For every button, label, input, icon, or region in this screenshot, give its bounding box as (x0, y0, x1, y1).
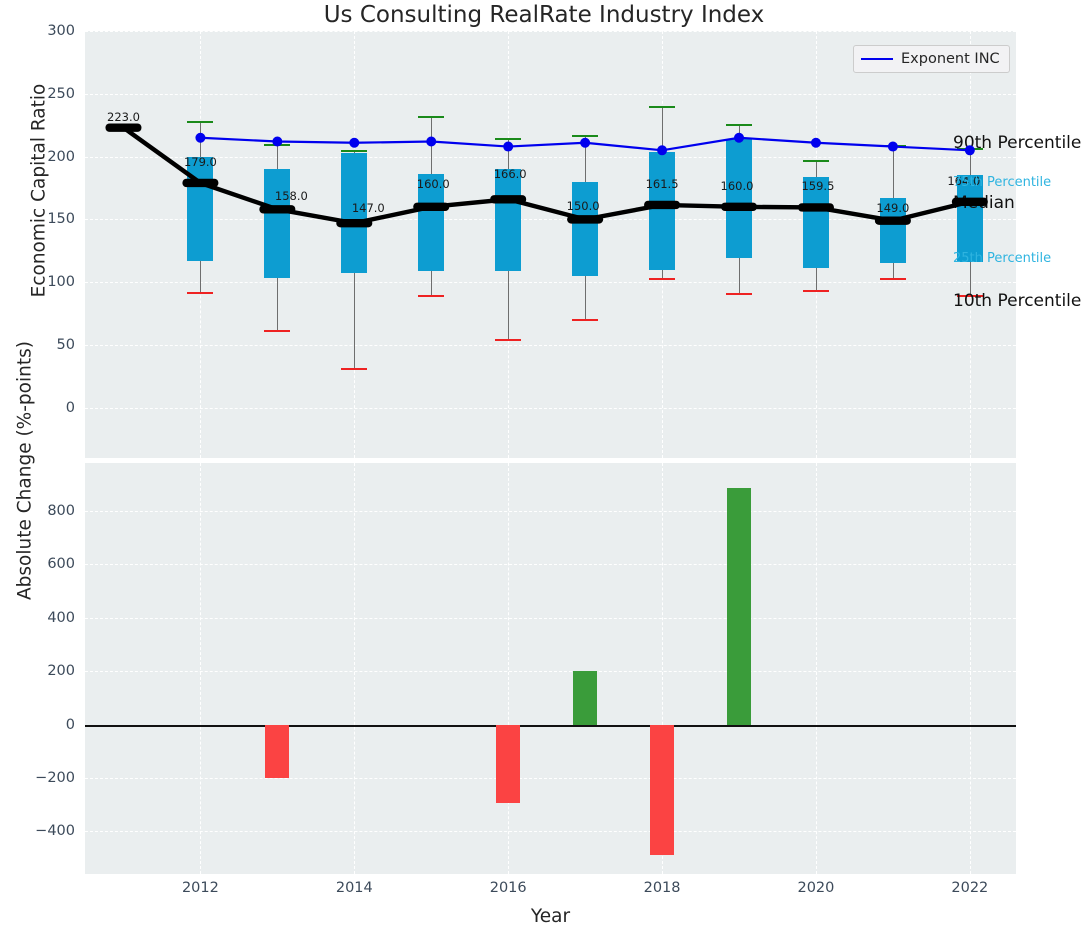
annotation-90th-percentile: 90th Percentile (953, 133, 1082, 153)
median-value-label: 161.5 (645, 176, 679, 191)
median-value-label: 160.0 (416, 176, 450, 191)
x-axis-tick: 2012 (181, 880, 219, 896)
boxplot-cap-high (879, 145, 906, 148)
panel-absolute-change (85, 463, 1016, 874)
boxplot-cap-low (264, 329, 291, 332)
y-axis-tick-bottom: 800 (47, 503, 75, 520)
legend[interactable]: Exponent INC (853, 45, 1010, 73)
median-value-label: 149.0 (876, 200, 910, 215)
page-title: Us Consulting RealRate Industry Index (323, 2, 765, 28)
boxplot-cap-low (649, 278, 676, 281)
boxplot-cap-low (187, 292, 214, 295)
legend-item-label: Exponent INC (901, 51, 1000, 67)
legend-line-icon (861, 58, 893, 60)
boxplot-cap-low (879, 278, 906, 281)
boxplot-cap-low (956, 294, 983, 297)
gridline-horizontal (85, 831, 1016, 833)
y-axis-tick-top: 300 (47, 23, 75, 39)
gridline-horizontal (85, 671, 1016, 673)
gridline-horizontal (85, 777, 1016, 779)
gridline-horizontal (85, 31, 1016, 32)
y-axis-tick-bottom: 0 (65, 716, 75, 733)
gridline-horizontal (85, 617, 1016, 619)
gridline-horizontal (85, 407, 1016, 409)
gridline-vertical (969, 463, 971, 874)
change-bar (496, 724, 521, 804)
median-value-label: 150.0 (566, 199, 600, 214)
median-value-label: 160.0 (720, 178, 754, 193)
boxplot-cap-high (341, 150, 368, 153)
gridline-horizontal (85, 344, 1016, 346)
boxplot-box (726, 139, 752, 259)
median-value-label: 158.0 (274, 189, 308, 204)
annotation-25th-percentile: 25th Percentile (953, 251, 1052, 266)
gridline-horizontal (85, 564, 1016, 566)
boxplot-cap-high (572, 135, 599, 138)
annotation-75th-percentile: 75th Percentile (953, 175, 1052, 190)
y-axis-tick-top: 0 (65, 399, 75, 416)
boxplot-cap-low (418, 294, 445, 297)
boxplot-cap-low (726, 293, 752, 296)
gridline-horizontal (85, 282, 1016, 284)
y-axis-tick-bottom: 600 (47, 556, 75, 573)
y-axis-tick-bottom: −400 (35, 823, 75, 840)
y-axis-tick-top: 100 (47, 274, 75, 291)
median-value-label: 147.0 (351, 201, 385, 216)
boxplot-box (649, 151, 676, 270)
y-axis-tick-top: 50 (56, 336, 75, 353)
y-axis-tick-bottom: −200 (35, 769, 75, 786)
boxplot-cap-high (802, 160, 829, 163)
y-axis-tick-bottom: 200 (47, 663, 75, 680)
y-axis-tick-bottom: 400 (47, 609, 75, 626)
gridline-vertical (508, 463, 510, 874)
x-axis-label: Year (530, 906, 571, 927)
x-axis-tick: 2016 (489, 880, 527, 896)
change-bar (265, 724, 290, 778)
gridline-vertical (815, 463, 817, 874)
zero-line (85, 724, 1016, 727)
median-value-label: 223.0 (107, 109, 140, 124)
median-value-label: 179.0 (183, 154, 217, 169)
boxplot-cap-low (495, 338, 522, 341)
boxplot-box (572, 181, 599, 276)
y-axis-label-bottom: Absolute Change (%-points) (14, 341, 36, 600)
gridline-horizontal (85, 93, 1016, 95)
gridline-vertical (354, 463, 356, 874)
y-axis-tick-top: 150 (47, 211, 75, 228)
gridline-vertical (662, 463, 664, 874)
boxplot-cap-high (187, 121, 214, 124)
boxplot-cap-high (418, 116, 445, 119)
x-axis-tick: 2014 (335, 880, 373, 896)
boxplot-cap-high (264, 144, 291, 147)
boxplot-cap-low (341, 367, 368, 370)
change-bar (650, 724, 675, 856)
gridline-horizontal (85, 219, 1016, 221)
median-value-label: 166.0 (493, 167, 527, 182)
gridline-horizontal (85, 156, 1016, 158)
boxplot-cap-low (802, 289, 829, 292)
x-axis-tick: 2020 (797, 880, 835, 896)
annotation-10th-percentile: 10th Percentile (953, 291, 1082, 311)
boxplot-box (187, 156, 214, 261)
gridline-horizontal (85, 511, 1016, 513)
y-axis-tick-top: 250 (47, 85, 75, 102)
boxplot-box (495, 169, 522, 271)
panel-economic-capital-ratio (85, 31, 1016, 458)
boxplot-cap-high (726, 123, 752, 126)
boxplot-cap-low (572, 318, 599, 321)
y-axis-tick-top: 200 (47, 148, 75, 165)
boxplot-box (264, 169, 291, 279)
boxplot-cap-high (649, 106, 676, 109)
median-value-label: 159.5 (801, 179, 835, 194)
x-axis-tick: 2022 (951, 880, 989, 896)
change-bar (573, 671, 598, 725)
annotation-median: Median (953, 193, 1015, 213)
x-axis-tick: 2018 (643, 880, 681, 896)
gridline-vertical (200, 463, 202, 874)
change-bar (727, 488, 751, 725)
boxplot-cap-high (495, 137, 522, 140)
